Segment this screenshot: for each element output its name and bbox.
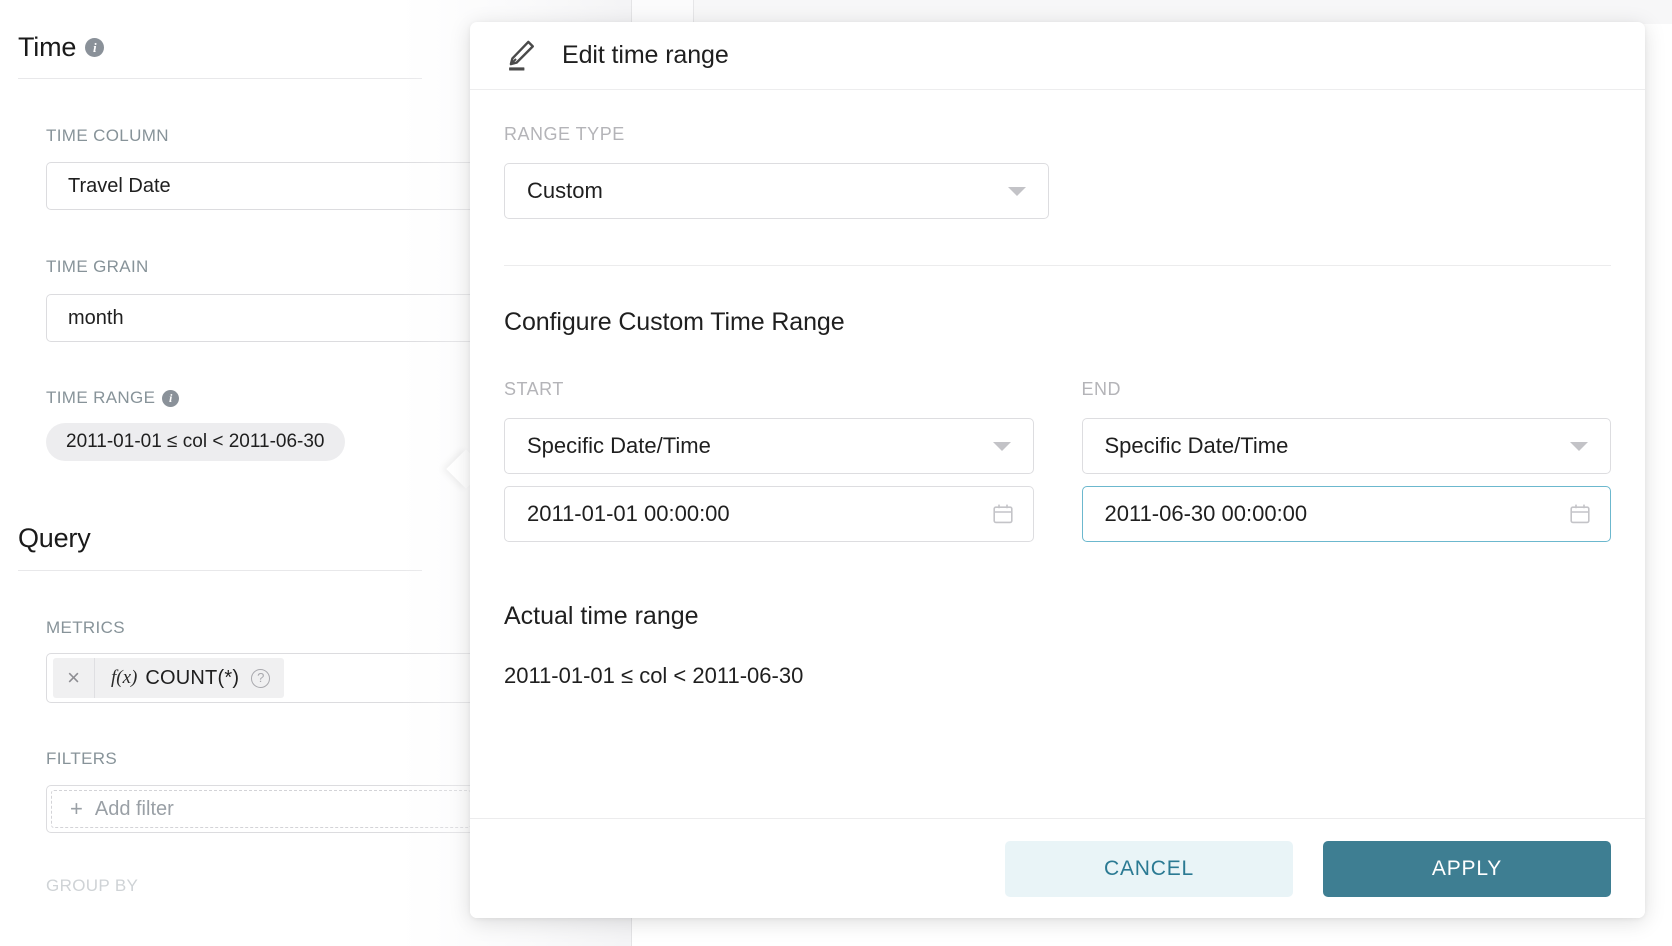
time-grain-value: month [68,306,124,329]
time-grain-label-text: TIME GRAIN [46,257,149,276]
time-section-title: Time i [18,32,105,63]
start-column: START Specific Date/Time 2011-01-01 00:0… [504,379,1034,542]
filters-field[interactable]: + Add filter [46,785,476,833]
time-range-pill[interactable]: 2011-01-01 ≤ col < 2011-06-30 [46,423,345,461]
modal-title: Edit time range [562,41,729,69]
function-icon: f(x) [111,667,138,688]
time-range-label: TIME RANGE i [46,388,180,408]
start-mode-select[interactable]: Specific Date/Time [504,418,1034,474]
info-icon[interactable]: i [85,38,105,57]
time-range-label-text: TIME RANGE [46,388,156,407]
range-type-value: Custom [527,178,603,203]
actual-time-range-label: Actual time range [504,602,699,630]
modal-footer: CANCEL APPLY [470,818,1645,918]
time-section-divider [18,78,422,79]
filters-label: FILTERS [46,749,117,769]
end-datetime-value: 2011-06-30 00:00:00 [1104,501,1308,526]
filters-label-text: FILTERS [46,749,118,768]
info-icon[interactable]: i [162,389,180,407]
configure-heading: Configure Custom Time Range [504,308,845,336]
modal-section-divider-top [504,265,1611,266]
chevron-down-icon [1570,441,1588,451]
calendar-icon[interactable] [1568,502,1592,526]
time-column-value: Travel Date [68,174,171,197]
end-mode-select[interactable]: Specific Date/Time [1081,418,1611,474]
modal-header: Edit time range [470,22,1645,90]
end-mode-value: Specific Date/Time [1104,433,1289,458]
add-filter-label: Add filter [94,797,174,820]
time-section-title-text: Time [18,32,77,62]
metrics-label-text: METRICS [46,618,125,637]
group-by-label: GROUP BY [46,876,138,896]
top-background-strip [632,0,1672,24]
time-column-label-text: TIME COLUMN [46,126,169,145]
apply-button[interactable]: APPLY [1323,840,1611,897]
start-end-grid: START Specific Date/Time 2011-01-01 00:0… [504,379,1611,542]
modal-body: RANGE TYPE Custom Configure Custom Time … [470,90,1645,818]
group-by-label-text: GROUP BY [46,876,139,895]
metrics-field[interactable]: × f(x) COUNT(*) ? [46,653,476,703]
chevron-down-icon [1008,186,1026,196]
metric-chip[interactable]: × f(x) COUNT(*) ? [53,658,285,698]
query-section-title: Query [18,523,91,554]
help-icon[interactable]: ? [251,668,271,688]
calendar-icon[interactable] [991,502,1015,526]
pencil-icon [509,40,534,71]
start-mode-value: Specific Date/Time [527,433,711,458]
plus-icon: + [70,796,83,821]
range-type-select[interactable]: Custom [504,163,1049,219]
range-type-label: RANGE TYPE [504,124,625,144]
end-column: END Specific Date/Time 2011-06-30 00:00:… [1081,379,1611,542]
query-section-title-text: Query [18,523,91,553]
time-grain-label: TIME GRAIN [46,257,149,277]
actual-time-range-value: 2011-01-01 ≤ col < 2011-06-30 [504,663,804,688]
time-range-value: 2011-01-01 ≤ col < 2011-06-30 [66,431,325,452]
remove-metric-icon[interactable]: × [53,658,95,698]
top-background-strip-left [632,0,694,24]
end-datetime-input[interactable]: 2011-06-30 00:00:00 [1081,486,1611,542]
query-section-divider [18,570,422,571]
start-label: START [504,379,564,399]
add-filter-button[interactable]: + Add filter [51,790,471,828]
chevron-down-icon [992,441,1011,451]
start-datetime-value: 2011-01-01 00:00:00 [527,501,730,526]
start-datetime-input[interactable]: 2011-01-01 00:00:00 [504,486,1034,542]
end-label: END [1081,379,1122,399]
time-column-label: TIME COLUMN [46,126,169,146]
cancel-button[interactable]: CANCEL [1005,840,1293,897]
metric-label: COUNT(*) [145,666,240,689]
time-column-field[interactable]: Travel Date [46,162,476,210]
edit-time-range-modal: Edit time range RANGE TYPE Custom Config… [470,22,1645,918]
time-grain-field[interactable]: month [46,294,476,342]
metrics-label: METRICS [46,618,125,638]
